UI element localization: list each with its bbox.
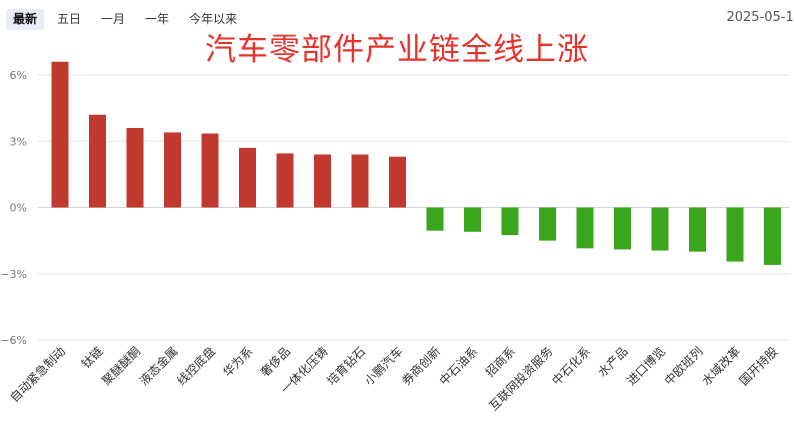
bar [126,128,144,208]
tab-latest[interactable]: 最新 [6,9,45,30]
bar [426,207,444,231]
bar [539,207,556,241]
x-tick-label: 进口博览 [624,344,669,389]
x-tick-label: 水产品 [595,344,630,379]
x-tick-label: 钛链 [78,344,106,372]
x-tick-label: 液态金属 [136,344,181,389]
bar [726,207,744,262]
tab-year-to-date[interactable]: 今年以来 [182,9,245,30]
bar [51,61,69,208]
x-tick-label: 华为系 [220,344,255,379]
x-tick-label: 自动紧急制动 [7,344,69,406]
bar [464,207,481,232]
x-tick-label: 小鹏汽车 [361,344,406,389]
bar [389,156,406,208]
bar [501,207,519,236]
tab-one-year[interactable]: 一年 [138,9,177,30]
y-tick-label: −3% [0,268,27,281]
x-tick-label: 培育钻石 [324,344,369,389]
x-tick-label: 水域改革 [699,344,743,388]
date-label: 2025-05-16 [726,10,794,25]
tab-one-month[interactable]: 一月 [94,9,133,30]
x-tick-label: 国开持股 [736,344,781,389]
bar [576,207,594,249]
x-tick-label: 互联网投资服务 [486,344,556,414]
headline-overlay: 汽车零部件产业链全线上涨 [205,32,589,68]
x-tick-label: 聚醚醚酮 [99,344,143,388]
x-tick-label: 奢侈品 [258,344,293,379]
x-tick-label: 中欧班列 [661,344,706,389]
bar [764,207,781,265]
bar [89,114,106,208]
period-tabs: 最新 五日 一月 一年 今年以来 [6,9,245,30]
bar [351,154,369,208]
y-tick-label: 6% [10,69,27,82]
bar [314,154,331,208]
tab-five-day[interactable]: 五日 [50,9,89,30]
y-tick-label: 3% [10,135,27,148]
bar [651,207,669,251]
x-tick-label: 中石油系 [436,344,481,389]
bar [239,147,256,208]
bar [201,133,219,208]
bar [614,207,631,250]
bar [164,132,181,208]
x-tick-label: 中石化系 [549,344,594,389]
x-tick-label: 线控底盘 [174,344,219,389]
x-tick-label: 券商创新 [399,344,444,389]
x-tick-label: 招商系 [482,344,518,380]
bar [276,153,294,208]
bar [689,207,706,252]
y-tick-label: −6% [0,334,27,347]
y-tick-label: 0% [10,202,27,215]
